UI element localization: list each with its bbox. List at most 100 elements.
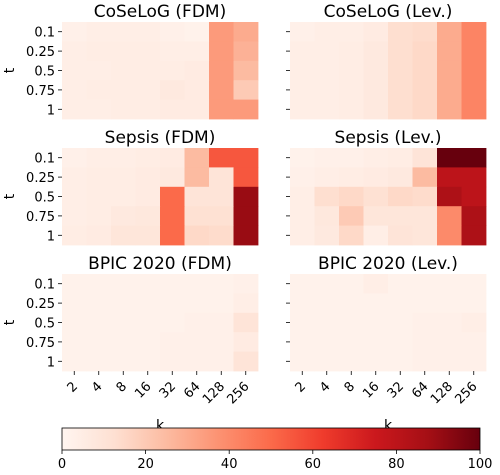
panel-title: BPIC 2020 (Lev.) (318, 254, 458, 274)
heatmap-cell (412, 225, 438, 246)
heatmap-cell (135, 80, 161, 100)
colorbar-tick-label: 100 (468, 457, 493, 472)
heatmap-cell (437, 293, 462, 314)
heatmap-cell (412, 332, 438, 352)
heatmap-cell (388, 80, 413, 100)
heatmap-cell (233, 167, 259, 188)
heatmap-cell (160, 22, 185, 42)
heatmap-cell (160, 225, 185, 246)
heatmap-cell (160, 167, 185, 188)
heatmap-cell (86, 274, 112, 294)
colorbar-tick-label: 0 (58, 457, 66, 472)
heatmap-cell (233, 22, 259, 42)
heatmap-cell (86, 41, 112, 62)
x-tick-label: 256 (224, 379, 252, 407)
heatmap-cell (388, 293, 413, 314)
heatmap-cell (461, 312, 487, 333)
heatmap-cell (437, 312, 462, 333)
heatmap-cell (86, 225, 112, 246)
x-tick-label: 32 (385, 379, 407, 401)
heatmap-cell (209, 312, 234, 333)
x-tick-label: 16 (132, 379, 154, 401)
heatmap-cell (412, 80, 438, 100)
heatmap-cell (412, 60, 438, 81)
heatmap-cell (233, 351, 259, 372)
heatmap-cell (184, 41, 210, 62)
x-tick-label: 2 (293, 379, 309, 395)
heatmap-cell (111, 274, 136, 294)
heatmap-cell (314, 80, 340, 100)
heatmap-cell (339, 41, 364, 62)
heatmap-cell (388, 312, 413, 333)
colorbar-tick-label: 60 (305, 457, 322, 472)
heatmap-cell (135, 148, 161, 168)
heatmap-cell (184, 351, 210, 372)
y-tick-label: 0.25 (26, 171, 55, 186)
heatmap-cell (339, 312, 364, 333)
heatmap-cell (412, 148, 438, 168)
heatmap-cell (412, 186, 438, 207)
heatmap-cell (388, 206, 413, 226)
heatmap-cell (339, 186, 364, 207)
heatmap-cell (111, 293, 136, 314)
y-tick-label: 0.25 (26, 45, 55, 60)
heatmap-cell (233, 225, 259, 246)
heatmap-cell (412, 351, 438, 372)
x-tick-label: 8 (114, 379, 130, 395)
heatmap-cell (135, 312, 161, 333)
heatmap-cell (461, 186, 487, 207)
heatmap-panel: CoSeLoG (Lev.) (286, 2, 487, 120)
y-tick-label: 0.75 (26, 84, 55, 99)
heatmap-cell (290, 225, 315, 246)
heatmap-cell (62, 206, 87, 226)
heatmap-cell (184, 99, 210, 120)
x-tick-label: 256 (452, 379, 480, 407)
x-tick-label: 16 (360, 379, 382, 401)
heatmap-cell (388, 351, 413, 372)
heatmap-cell (233, 148, 259, 168)
heatmap-cell (314, 167, 340, 188)
heatmap-cell (290, 41, 315, 62)
heatmap-cell (363, 41, 389, 62)
heatmap-cell (62, 60, 87, 81)
heatmap-cell (160, 351, 185, 372)
heatmap-cell (135, 22, 161, 42)
heatmap-cell (86, 167, 112, 188)
heatmap-cell (233, 41, 259, 62)
heatmap-cell (233, 274, 259, 294)
x-tick-label: 128 (428, 379, 456, 407)
heatmap-cell (290, 293, 315, 314)
heatmap-cell (339, 274, 364, 294)
heatmap-cell (86, 60, 112, 81)
heatmap-cell (339, 351, 364, 372)
heatmap-cell (314, 186, 340, 207)
heatmap-cell (437, 41, 462, 62)
x-tick-label: 4 (89, 379, 105, 395)
heatmap-cell (339, 332, 364, 352)
heatmap-cell (111, 99, 136, 120)
heatmap-cell (111, 60, 136, 81)
heatmap-cell (184, 206, 210, 226)
heatmap-cell (135, 99, 161, 120)
heatmap-cell (363, 274, 389, 294)
heatmap-cell (160, 312, 185, 333)
heatmap-cell (339, 293, 364, 314)
heatmap-panel: Sepsis (Lev.) (286, 128, 487, 246)
heatmap-cell (363, 60, 389, 81)
heatmap-cell (339, 22, 364, 42)
y-tick-label: 0.75 (26, 336, 55, 351)
heatmap-cell (461, 60, 487, 81)
heatmap-cell (111, 351, 136, 372)
heatmap-cell (339, 167, 364, 188)
heatmap-cell (209, 99, 234, 120)
heatmap-cell (412, 41, 438, 62)
heatmap-cell (461, 293, 487, 314)
heatmap-cell (412, 312, 438, 333)
heatmap-cell (209, 274, 234, 294)
heatmap-cell (135, 186, 161, 207)
heatmap-cell (209, 41, 234, 62)
heatmap-cell (86, 332, 112, 352)
